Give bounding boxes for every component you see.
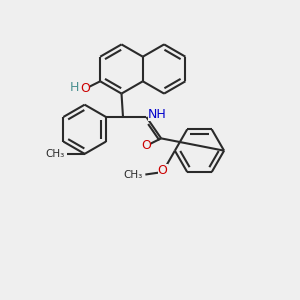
Text: CH₃: CH₃ [123,169,142,179]
Text: O: O [141,139,151,152]
Text: H: H [70,81,79,94]
Text: NH: NH [148,108,167,121]
Text: O: O [158,164,167,177]
Text: CH₃: CH₃ [45,149,64,159]
Text: O: O [80,82,90,95]
